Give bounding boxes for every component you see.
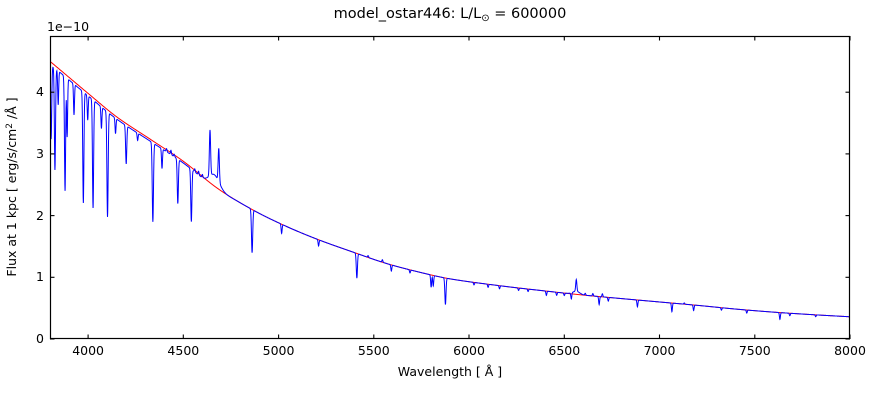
x-tick-label: 6500 [548, 343, 581, 358]
x-axis-label: Wavelength [ Å ] [397, 364, 503, 379]
x-tick-label: 5500 [357, 343, 390, 358]
tick-marks-group [50, 36, 851, 340]
x-tick-label: 4000 [72, 343, 104, 358]
y-axis-offset-label: 1e−10 [47, 19, 90, 34]
x-tick-label: 7500 [738, 343, 771, 358]
x-tick-label: 4500 [167, 343, 200, 358]
data-lines-group [50, 60, 850, 321]
x-tick-label: 7000 [643, 343, 676, 358]
plot-title: model_ostar446: L/L⊙ = 600000 [50, 6, 850, 24]
axes-spines [49, 35, 851, 340]
y-tick-label: 1 [36, 269, 44, 285]
x-tick-label: 5000 [262, 343, 295, 358]
y-tick-label: 3 [36, 145, 44, 161]
x-tick-label: 6000 [453, 343, 485, 358]
y-tick-label: 0 [36, 331, 44, 346]
sun-symbol: ⊙ [481, 13, 490, 24]
plot-title-suffix: = 600000 [489, 6, 567, 22]
y-tick-label: 2 [36, 207, 44, 223]
y-axis-label-suffix: /Å ] [4, 97, 19, 124]
y-tick-label: 4 [36, 84, 44, 100]
spectrum-line [50, 66, 850, 321]
plot-title-prefix: model_ostar446: L/L [333, 6, 482, 22]
x-tick-label: 8000 [834, 343, 866, 358]
y-axis-label-exponent: 2 [5, 123, 15, 129]
